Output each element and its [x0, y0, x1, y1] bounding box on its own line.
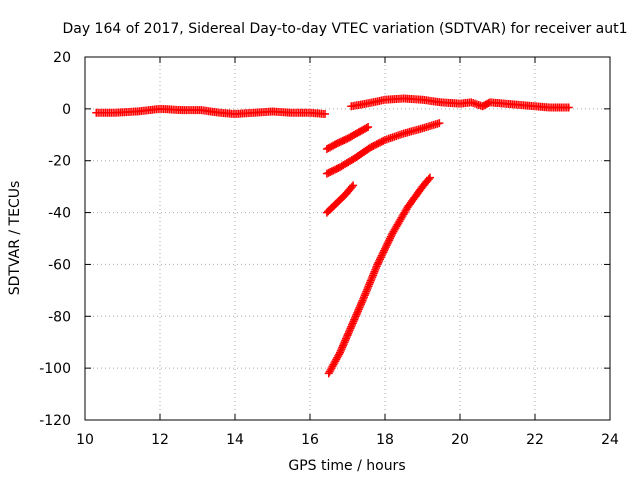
data-point	[386, 232, 395, 241]
plot-frame	[84, 56, 611, 421]
y-tick-label: 20	[53, 50, 71, 66]
data-point	[380, 246, 389, 255]
data-point	[382, 241, 391, 250]
data-point	[325, 367, 334, 376]
data-point	[564, 103, 573, 112]
data-point	[435, 119, 444, 128]
x-tick-label: 14	[226, 432, 244, 448]
data-point	[321, 110, 329, 119]
data-point	[378, 250, 387, 259]
x-axis-label: GPS time / hours	[288, 458, 405, 474]
series-arc-a	[92, 104, 329, 119]
y-tick-label: -40	[48, 206, 71, 222]
data-point	[381, 243, 390, 252]
data-point	[324, 369, 333, 378]
chart-title: Day 164 of 2017, Sidereal Day-to-day VTE…	[62, 21, 627, 37]
y-axis-label: SDTVAR / TECUs	[7, 181, 23, 296]
data-point	[373, 260, 382, 269]
y-tick-label: -60	[48, 257, 71, 273]
data-point	[424, 175, 433, 184]
x-tick-label: 22	[526, 432, 544, 448]
data-point	[426, 173, 434, 182]
data-point	[377, 251, 386, 260]
data-point	[381, 244, 389, 253]
data-point	[385, 236, 394, 245]
data-point	[326, 365, 335, 374]
data-point	[379, 136, 388, 145]
series-arc-f	[324, 173, 434, 378]
series-arc-b	[347, 94, 573, 112]
x-tick-label: 24	[601, 432, 619, 448]
data-point	[332, 355, 341, 364]
y-tick-label: -80	[48, 309, 71, 325]
data-point	[383, 239, 392, 248]
y-tick-label: -100	[39, 361, 71, 377]
data-point	[349, 181, 358, 190]
x-tick-label: 16	[301, 432, 319, 448]
data-point	[334, 352, 343, 361]
data-point	[327, 364, 336, 373]
y-tick-label: 0	[62, 102, 71, 118]
y-tick-label: -120	[39, 413, 71, 429]
y-tick-label: -20	[48, 154, 71, 170]
data-point	[329, 360, 338, 369]
data-point	[376, 255, 384, 264]
data-point	[384, 237, 393, 246]
axis-ticks: 10 12 14 16 18 20 22 24 -120 -100 -80 -60 -40 -20 0 20	[39, 50, 619, 448]
x-tick-label: 10	[76, 432, 94, 448]
data-point	[347, 182, 356, 191]
data-point	[364, 123, 373, 132]
data-points	[92, 94, 573, 378]
data-point	[362, 123, 371, 132]
data-point	[386, 234, 394, 243]
series-arc-c	[322, 123, 373, 154]
data-point	[376, 253, 385, 262]
data-point	[331, 357, 340, 366]
x-tick-label: 20	[451, 432, 469, 448]
data-point	[374, 258, 383, 267]
data-point	[375, 256, 384, 265]
series-arc-d	[322, 119, 444, 178]
series-arc-e	[322, 181, 358, 217]
data-point	[333, 353, 342, 362]
data-point	[387, 231, 396, 240]
data-point	[330, 358, 339, 367]
data-point	[328, 362, 337, 371]
data-point	[379, 248, 388, 257]
x-tick-label: 12	[151, 432, 169, 448]
data-point	[335, 350, 344, 359]
x-tick-label: 18	[376, 432, 394, 448]
